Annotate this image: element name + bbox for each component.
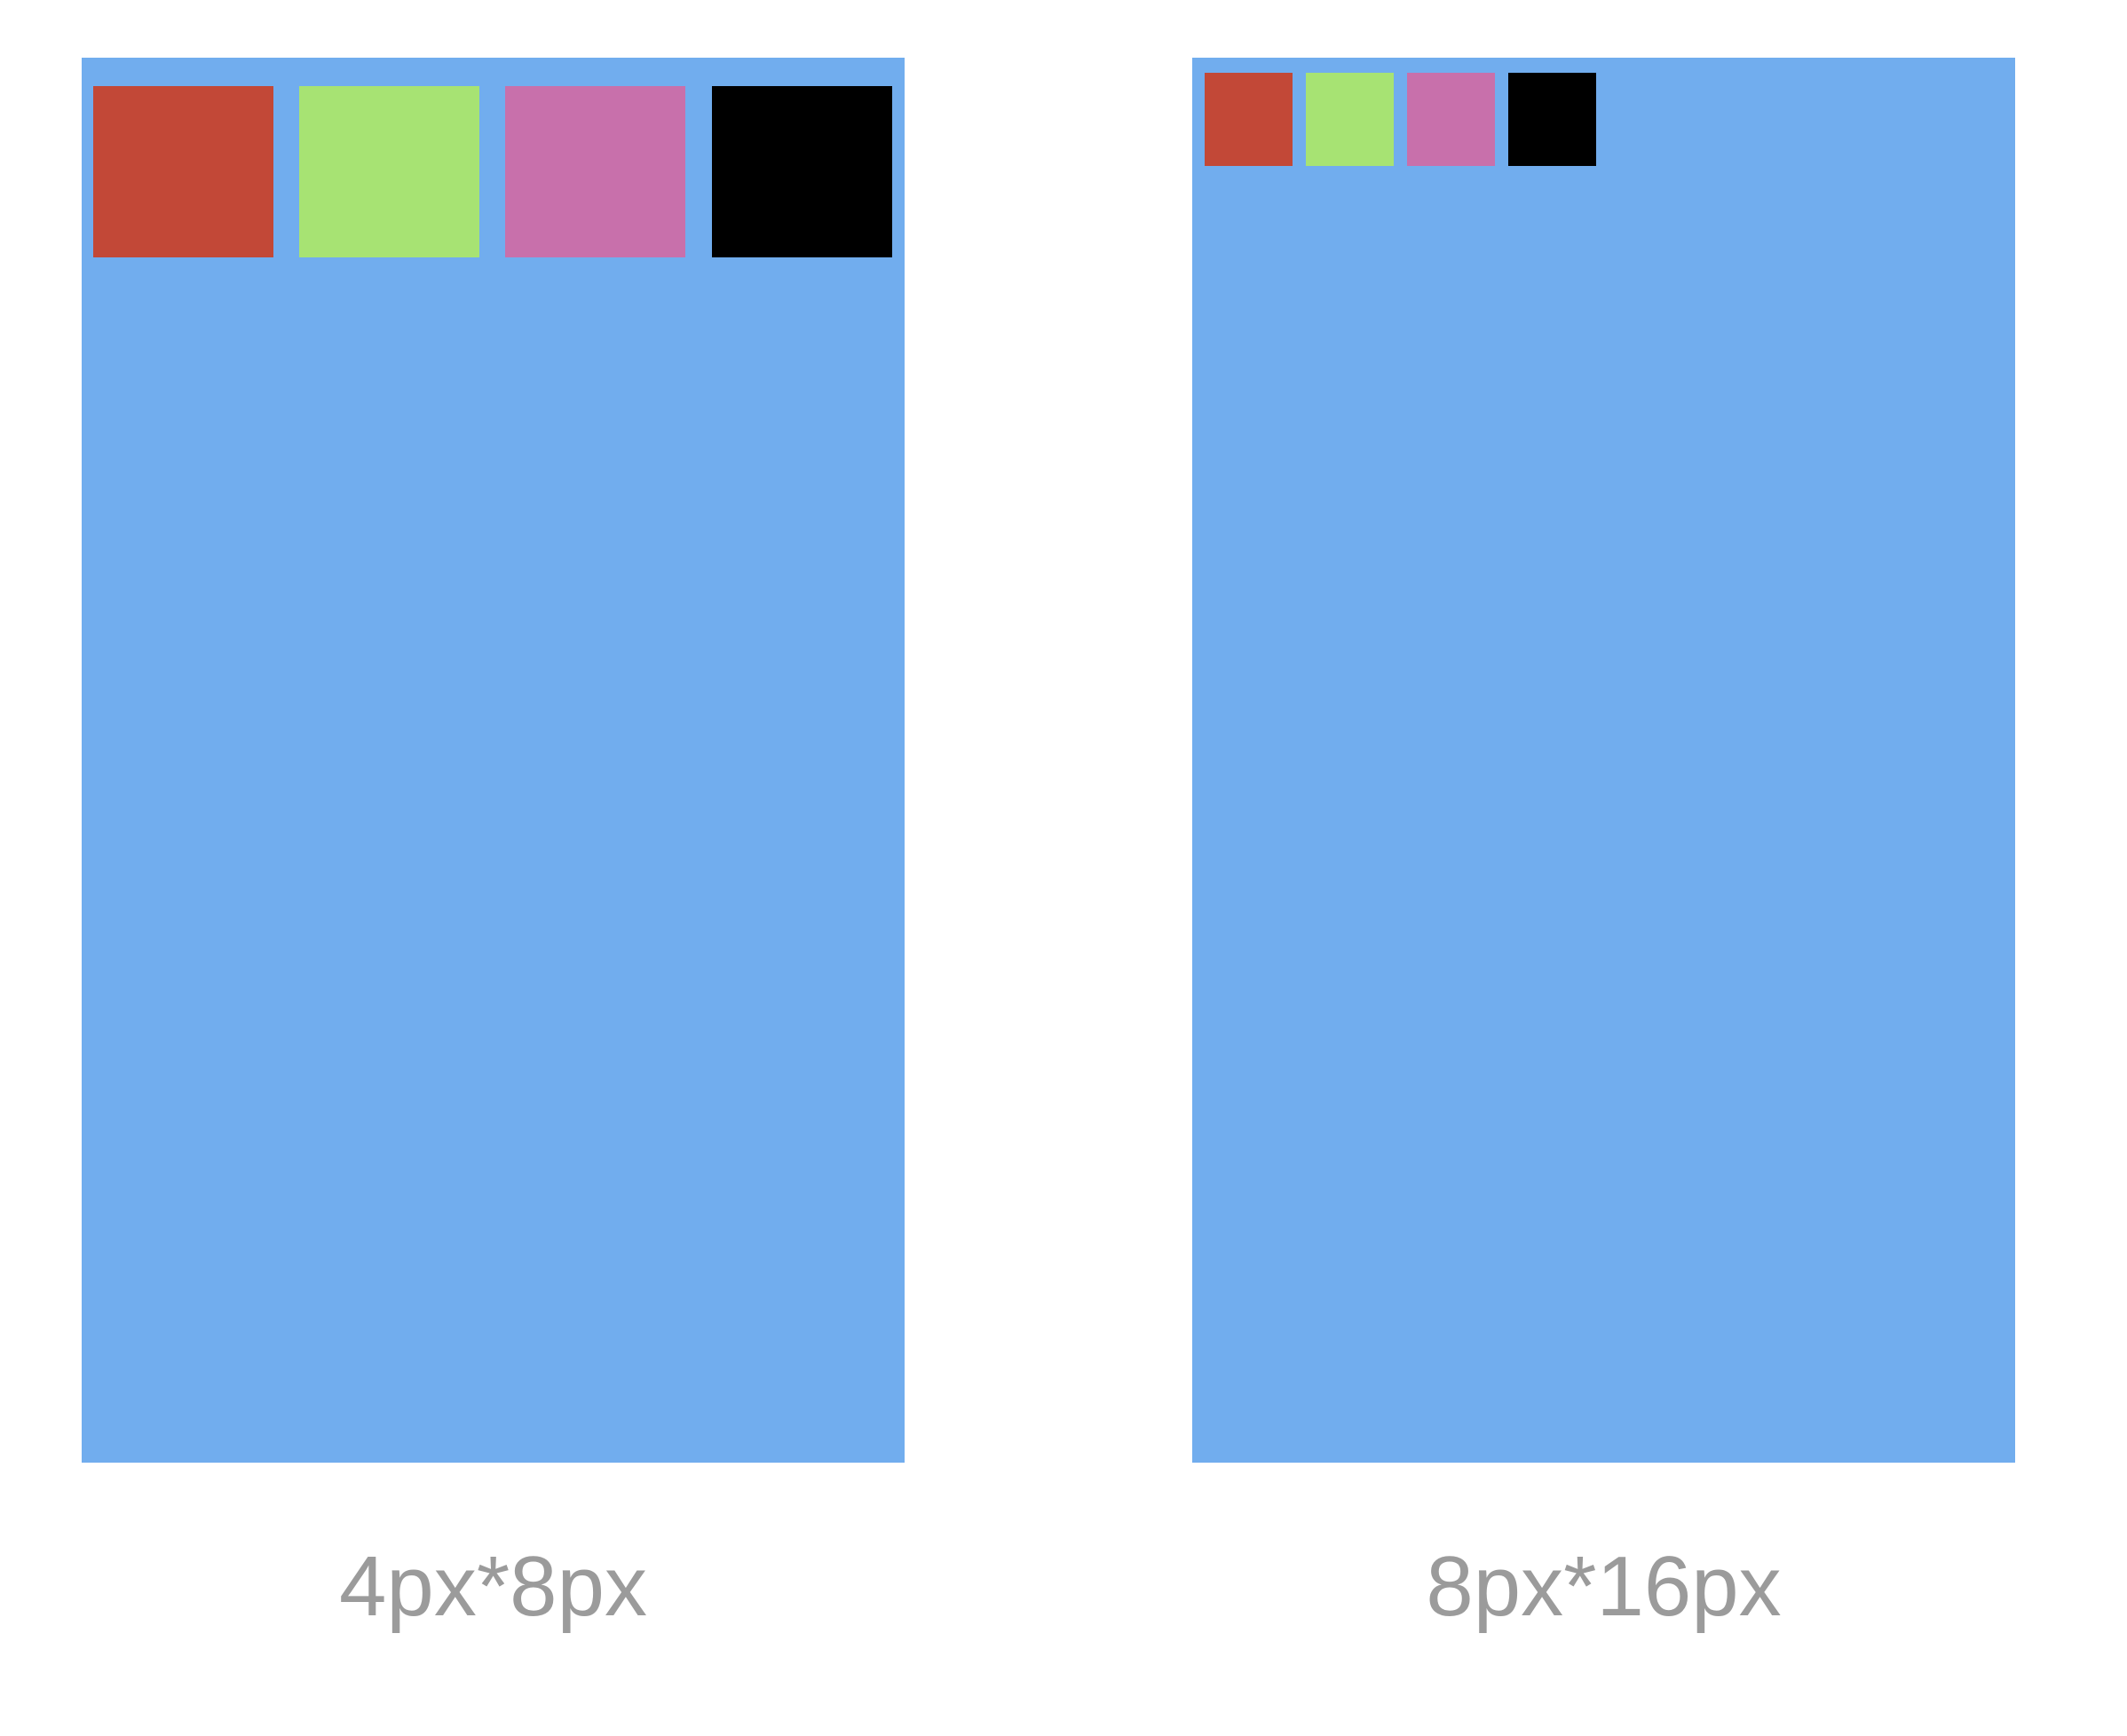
black-square-8x16: [1508, 73, 1596, 166]
red-square-4x8: [93, 86, 273, 257]
caption-4x8: 4px*8px: [339, 1539, 647, 1634]
red-square-8x16: [1205, 73, 1293, 166]
green-square-4x8: [299, 86, 479, 257]
screen-area-8x16: [1192, 58, 2015, 1463]
caption-8x16: 8px*16px: [1426, 1539, 1782, 1634]
pink-square-8x16: [1407, 73, 1495, 166]
black-square-4x8: [712, 86, 892, 257]
green-square-8x16: [1306, 73, 1394, 166]
pink-square-4x8: [505, 86, 685, 257]
panel-8x16: [1192, 58, 2015, 1463]
panel-4x8: [82, 58, 905, 1463]
screen-area-4x8: [82, 58, 905, 1463]
